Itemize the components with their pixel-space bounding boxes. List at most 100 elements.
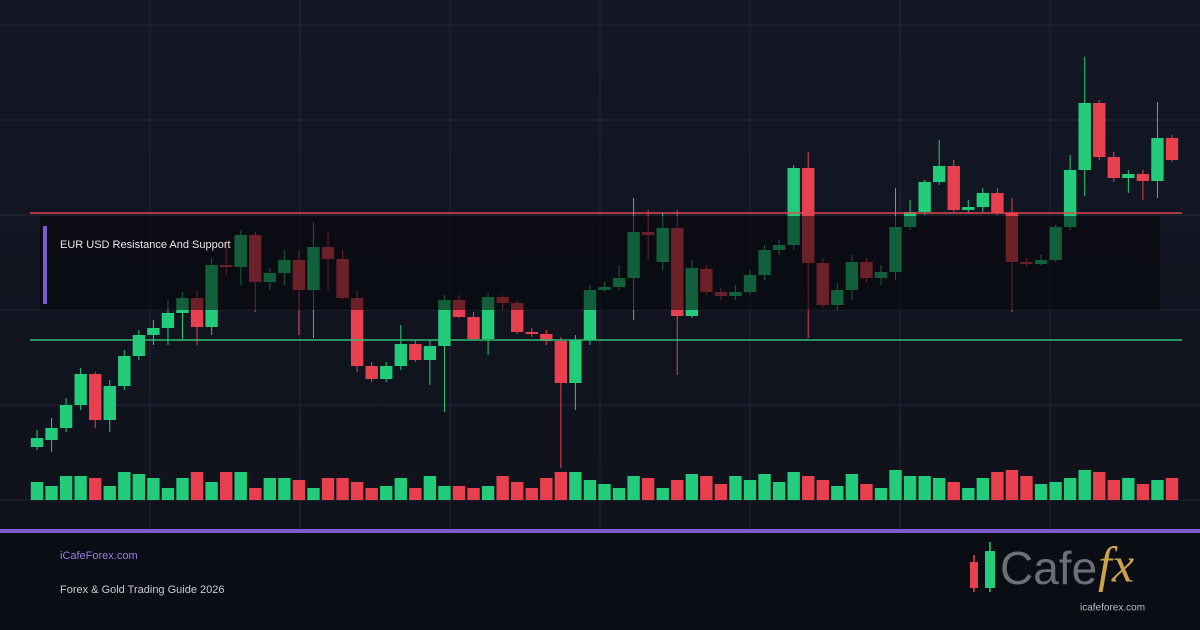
volume-bar: [1093, 472, 1106, 500]
volume-bar: [423, 476, 437, 500]
volume-bar: [336, 478, 349, 500]
volume-bar: [685, 474, 698, 500]
candle-body: [380, 366, 393, 379]
volume-bar: [74, 476, 87, 500]
volume-bar: [45, 486, 58, 500]
candle-body: [59, 405, 73, 428]
volume-bar: [671, 480, 684, 500]
annotation: EUR USD Resistance And Support: [60, 239, 231, 251]
candle-body: [365, 366, 378, 379]
volume-bar: [30, 482, 44, 500]
volume-bar: [496, 476, 509, 500]
footer-tagline: Forex & Gold Trading Guide 2026: [60, 584, 224, 596]
candle-body: [45, 428, 58, 440]
candle-body: [1078, 103, 1091, 170]
candle-body: [1151, 138, 1164, 181]
volume-bar: [1165, 478, 1179, 500]
volume-bar: [176, 478, 189, 500]
zone-box: [40, 216, 1160, 310]
volume-bar: [307, 488, 320, 500]
volume-bar: [612, 488, 626, 500]
footer-bg: [0, 533, 1200, 630]
volume-bar: [831, 486, 844, 500]
volume-bar: [845, 474, 859, 500]
footer-site: iCafeForex.com: [60, 550, 138, 562]
volume-bar: [583, 480, 597, 500]
volume-bar: [569, 472, 582, 500]
logo-text: Cafe: [1000, 542, 1097, 594]
volume-bar: [874, 488, 888, 500]
volume-bar: [234, 472, 247, 500]
candle-body: [947, 166, 960, 210]
candle-body: [918, 182, 931, 212]
volume-bar: [758, 474, 771, 500]
candle-body: [74, 374, 87, 405]
candle-body: [350, 298, 364, 366]
volume-bar: [1078, 470, 1091, 500]
volume-bar: [991, 472, 1004, 500]
levels: [30, 212, 1182, 341]
volume-bar: [292, 480, 306, 500]
volume-bar: [438, 486, 451, 500]
volume-bar: [1136, 484, 1150, 500]
volume-bar: [1049, 482, 1062, 500]
volume-bar: [147, 478, 160, 500]
volume-bar: [918, 476, 931, 500]
zone-accent: [43, 226, 47, 304]
volume-bar: [656, 488, 669, 500]
volume-bar: [394, 478, 407, 500]
volume-bar: [772, 482, 786, 500]
volume-bar: [1020, 476, 1033, 500]
volume-bar: [743, 480, 757, 500]
candle-body: [525, 332, 538, 334]
candle-body: [540, 334, 553, 341]
volume-bar: [103, 486, 116, 500]
volume-bar: [511, 482, 524, 500]
candle-body: [976, 193, 990, 207]
volume-bar: [380, 486, 393, 500]
volume-bar: [962, 488, 975, 500]
candle-body: [1165, 138, 1179, 160]
candle-body: [103, 386, 116, 420]
volume-bar: [409, 488, 422, 500]
volume-bar: [860, 484, 873, 500]
logo-url: icafeforex.com: [1080, 603, 1145, 614]
volume-bar: [1122, 478, 1135, 500]
candle-body: [511, 303, 524, 332]
candle-body: [118, 356, 131, 386]
candle-body: [932, 166, 946, 182]
volume-bar: [598, 484, 611, 500]
candle-body: [1107, 157, 1120, 178]
volume-bar: [976, 478, 990, 500]
volume-bar: [932, 478, 946, 500]
volume-bar: [467, 488, 480, 500]
logo-accent: fx: [1098, 536, 1134, 592]
volume-bar: [802, 476, 815, 500]
candle-body: [394, 344, 407, 366]
separator: [0, 529, 1200, 533]
volume-bar: [59, 476, 73, 500]
candle-body: [569, 340, 582, 383]
volume-bar: [190, 472, 204, 500]
candle-body: [962, 207, 975, 210]
volume-bar: [641, 478, 655, 500]
candle-body: [132, 335, 146, 356]
candle-body: [554, 341, 568, 383]
candle-body: [1122, 174, 1135, 178]
volume-bar: [525, 488, 538, 500]
volume-bar: [278, 478, 291, 500]
volume-bar: [161, 488, 175, 500]
candle-body: [161, 313, 175, 328]
volume-bar: [889, 470, 902, 500]
volume-bar: [321, 478, 335, 500]
candle-body: [1093, 103, 1106, 157]
volume-bar: [205, 482, 218, 500]
candle-body: [147, 328, 160, 335]
volume-bar: [714, 484, 728, 500]
candle-body: [89, 374, 102, 420]
logo: Cafe fx icafeforex.com: [970, 536, 1145, 614]
volume-bar: [1151, 480, 1164, 500]
volume-bar: [540, 478, 553, 500]
candle-body: [991, 193, 1004, 213]
